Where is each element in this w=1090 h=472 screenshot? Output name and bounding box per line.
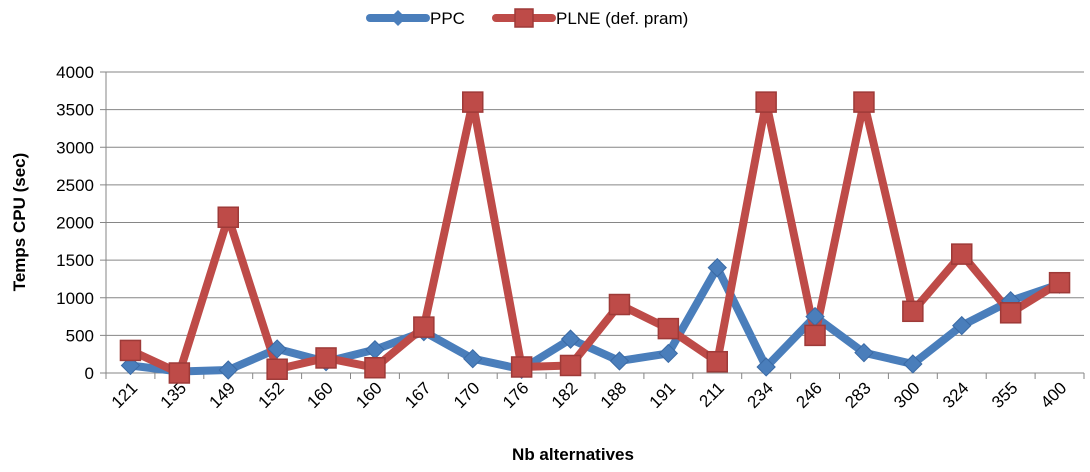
x-tick-label: 246 xyxy=(792,378,825,411)
plne-marker xyxy=(902,300,924,323)
plne-marker xyxy=(315,347,337,369)
ppc-marker xyxy=(903,354,923,374)
series-line-plne xyxy=(126,98,1064,377)
plne-marker xyxy=(657,317,680,340)
x-tick-label: 234 xyxy=(743,378,776,411)
plne-marker xyxy=(119,339,142,362)
y-tick-label: 1500 xyxy=(56,251,94,270)
x-tick-label: 167 xyxy=(401,378,434,411)
x-tick-label: 300 xyxy=(890,378,923,411)
plne-marker xyxy=(168,362,191,384)
plne-marker xyxy=(951,243,973,265)
series-layer xyxy=(119,91,1071,384)
x-tick-label: 160 xyxy=(352,378,385,411)
ppc-marker xyxy=(560,329,581,349)
x-tick-label: 191 xyxy=(646,378,679,411)
plne-marker xyxy=(266,358,288,380)
ppc-marker xyxy=(609,351,630,371)
plne-marker xyxy=(1048,271,1071,294)
plne-marker xyxy=(559,354,582,377)
ppc-marker xyxy=(707,257,727,278)
y-tick-label: 500 xyxy=(66,326,94,345)
x-tick-label: 170 xyxy=(450,378,483,411)
ppc-marker xyxy=(218,360,238,380)
x-tick-label: 211 xyxy=(695,378,728,411)
ppc-marker xyxy=(658,343,679,364)
legend-label-plne: PLNE (def. pram) xyxy=(556,9,688,28)
ppc-marker xyxy=(756,357,776,377)
x-tick-label: 355 xyxy=(988,378,1021,411)
y-tick-label: 2500 xyxy=(56,176,94,195)
ppc-marker xyxy=(463,348,483,369)
legend: PPC PLNE (def. pram) xyxy=(366,8,688,28)
legend-square-icon xyxy=(514,8,534,28)
x-tick-label: 324 xyxy=(939,378,972,411)
x-tick-label: 400 xyxy=(1037,378,1070,411)
plne-marker xyxy=(853,91,875,113)
x-axis-title: Nb alternatives xyxy=(512,445,634,464)
x-tick-label: 160 xyxy=(303,378,336,411)
plne-marker xyxy=(217,206,239,228)
y-tick-label: 3500 xyxy=(56,101,94,120)
x-tick-label: 149 xyxy=(206,378,239,411)
x-tick-label: 188 xyxy=(597,378,630,411)
ppc-marker xyxy=(854,342,874,363)
y-axis-title: Temps CPU (sec) xyxy=(10,153,29,292)
plne-marker xyxy=(755,91,777,113)
plne-marker xyxy=(999,302,1022,324)
plne-marker xyxy=(364,356,386,379)
y-tick-label: 2000 xyxy=(56,214,94,233)
plne-marker xyxy=(804,324,826,347)
x-tick-label: 152 xyxy=(254,378,287,411)
x-tick-label: 121 xyxy=(108,378,141,411)
y-tick-label: 1000 xyxy=(56,289,94,308)
y-tick-label: 0 xyxy=(85,364,94,383)
plne-marker xyxy=(608,293,631,316)
plne-marker xyxy=(462,91,484,113)
legend-label-ppc: PPC xyxy=(430,9,465,28)
ppc-marker xyxy=(267,339,287,359)
ppc-marker xyxy=(952,315,972,336)
x-tick-label: 283 xyxy=(841,378,874,411)
x-tick-label: 182 xyxy=(548,378,581,411)
x-tick-label: 176 xyxy=(499,378,532,411)
y-tick-label: 4000 xyxy=(56,63,94,82)
series-line-ppc xyxy=(126,263,1064,376)
plne-marker xyxy=(510,356,533,378)
plne-marker xyxy=(413,316,435,338)
plne-marker xyxy=(706,350,728,373)
legend-diamond-icon xyxy=(390,10,406,26)
y-tick-label: 3000 xyxy=(56,138,94,157)
